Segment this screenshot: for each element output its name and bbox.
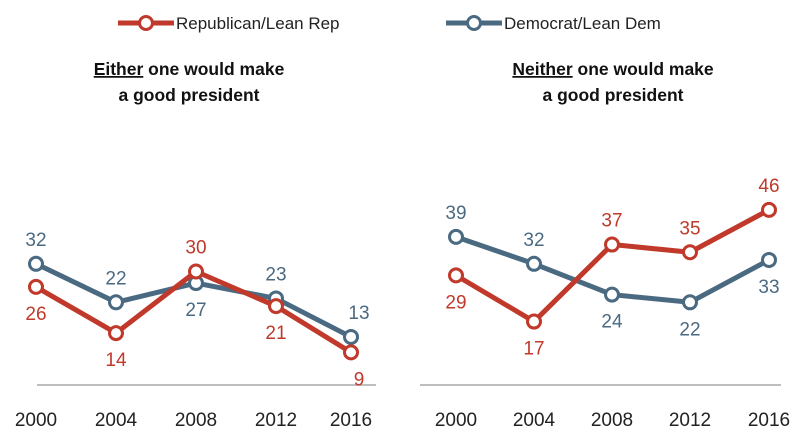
data-point-neither-republican-2000: [448, 267, 464, 284]
data-label-either-republican-2016: 9: [354, 369, 365, 390]
data-label-neither-democrat-2008: 24: [601, 312, 623, 333]
x-tick-label-neither-2004: 2004: [513, 410, 556, 430]
data-point-neither-republican-2012: [682, 244, 698, 261]
panel-either: 2000 2004 2008 2012 2016 26 14 30 21 9 32 22 27 23 13: [15, 230, 376, 430]
data-label-neither-republican-2016: 46: [758, 176, 779, 197]
data-label-neither-republican-2004: 17: [523, 339, 544, 360]
data-label-neither-republican-2008: 37: [601, 211, 622, 232]
data-label-either-democrat-2012: 23: [265, 264, 286, 285]
data-label-either-republican-2012: 21: [265, 323, 286, 344]
data-point-either-democrat-2016: [343, 328, 359, 345]
data-point-either-democrat-2000: [28, 255, 44, 272]
panel-neither: 2000 2004 2008 2012 2016 29 17 37 35 46 39 32 24 22 33: [420, 176, 790, 430]
data-point-either-republican-2016: [343, 344, 359, 361]
data-label-neither-republican-2000: 29: [445, 292, 466, 313]
data-point-neither-republican-2008: [604, 236, 620, 253]
legend-swatch-democrat-marker: [466, 15, 482, 31]
legend-item-democrat: Democrat/Lean Dem: [446, 14, 661, 33]
plots: 2000 2004 2008 2012 201626143021932222723132…: [15, 176, 790, 430]
x-tick-label-neither-2008: 2008: [591, 410, 633, 430]
data-point-either-republican-2012: [268, 298, 284, 315]
data-point-neither-democrat-2016: [761, 251, 777, 268]
data-point-either-republican-2004: [108, 325, 124, 342]
panel-title-neither-line1: Neither one would make: [512, 59, 714, 79]
x-tick-label-either-2016: 2016: [330, 410, 372, 430]
panel-title-either-emphasis: Either: [94, 59, 144, 79]
legend-label-republican: Republican/Lean Rep: [176, 14, 340, 33]
x-tick-label-either-2012: 2012: [255, 410, 297, 430]
data-point-either-republican-2000: [28, 278, 44, 295]
data-label-either-democrat-2004: 22: [105, 268, 126, 289]
data-label-neither-democrat-2016: 33: [758, 277, 779, 298]
panel-title-either-line2: a good president: [119, 85, 260, 105]
x-tick-label-either-2000: 2000: [15, 410, 57, 430]
x-tick-label-neither-2000: 2000: [435, 410, 477, 430]
x-tick-label-either-2008: 2008: [175, 410, 217, 430]
x-tick-label-neither-2012: 2012: [669, 410, 711, 430]
data-point-either-republican-2008: [188, 263, 204, 280]
legend-swatch-republican-marker: [138, 15, 154, 31]
panel-title-neither-line2: a good president: [543, 85, 684, 105]
data-label-neither-democrat-2012: 22: [679, 319, 700, 340]
data-point-neither-democrat-2004: [526, 255, 542, 272]
data-point-neither-republican-2004: [526, 313, 542, 330]
legend: Republican/Lean Rep Democrat/Lean Dem: [118, 14, 661, 33]
data-label-neither-republican-2012: 35: [679, 218, 700, 239]
data-label-either-democrat-2016: 13: [348, 303, 369, 324]
data-label-neither-democrat-2004: 32: [523, 230, 544, 251]
legend-label-democrat: Democrat/Lean Dem: [504, 14, 661, 33]
data-label-either-democrat-2000: 32: [25, 230, 46, 251]
data-point-neither-democrat-2012: [682, 294, 698, 311]
data-point-either-democrat-2004: [108, 294, 124, 311]
legend-item-republican: Republican/Lean Rep: [118, 14, 340, 33]
data-label-either-republican-2000: 26: [25, 304, 46, 325]
panel-title-neither: Neither one would make a good president: [512, 59, 714, 105]
panel-title-either: Either one would make a good president: [94, 59, 285, 105]
data-point-neither-democrat-2008: [604, 286, 620, 303]
data-point-neither-republican-2016: [761, 201, 777, 218]
x-tick-label-neither-2016: 2016: [748, 410, 790, 430]
data-point-neither-democrat-2000: [448, 228, 464, 245]
data-label-either-democrat-2008: 27: [185, 300, 206, 321]
data-label-neither-democrat-2000: 39: [445, 203, 466, 224]
x-tick-label-either-2004: 2004: [95, 410, 138, 430]
panel-title-neither-rest: one would make: [573, 59, 714, 79]
panel-title-either-rest: one would make: [143, 59, 284, 79]
panel-title-either-line1: Either one would make: [94, 59, 285, 79]
panel-title-neither-emphasis: Neither: [512, 59, 572, 79]
data-label-either-republican-2008: 30: [185, 238, 206, 259]
data-label-either-republican-2004: 14: [105, 350, 127, 371]
